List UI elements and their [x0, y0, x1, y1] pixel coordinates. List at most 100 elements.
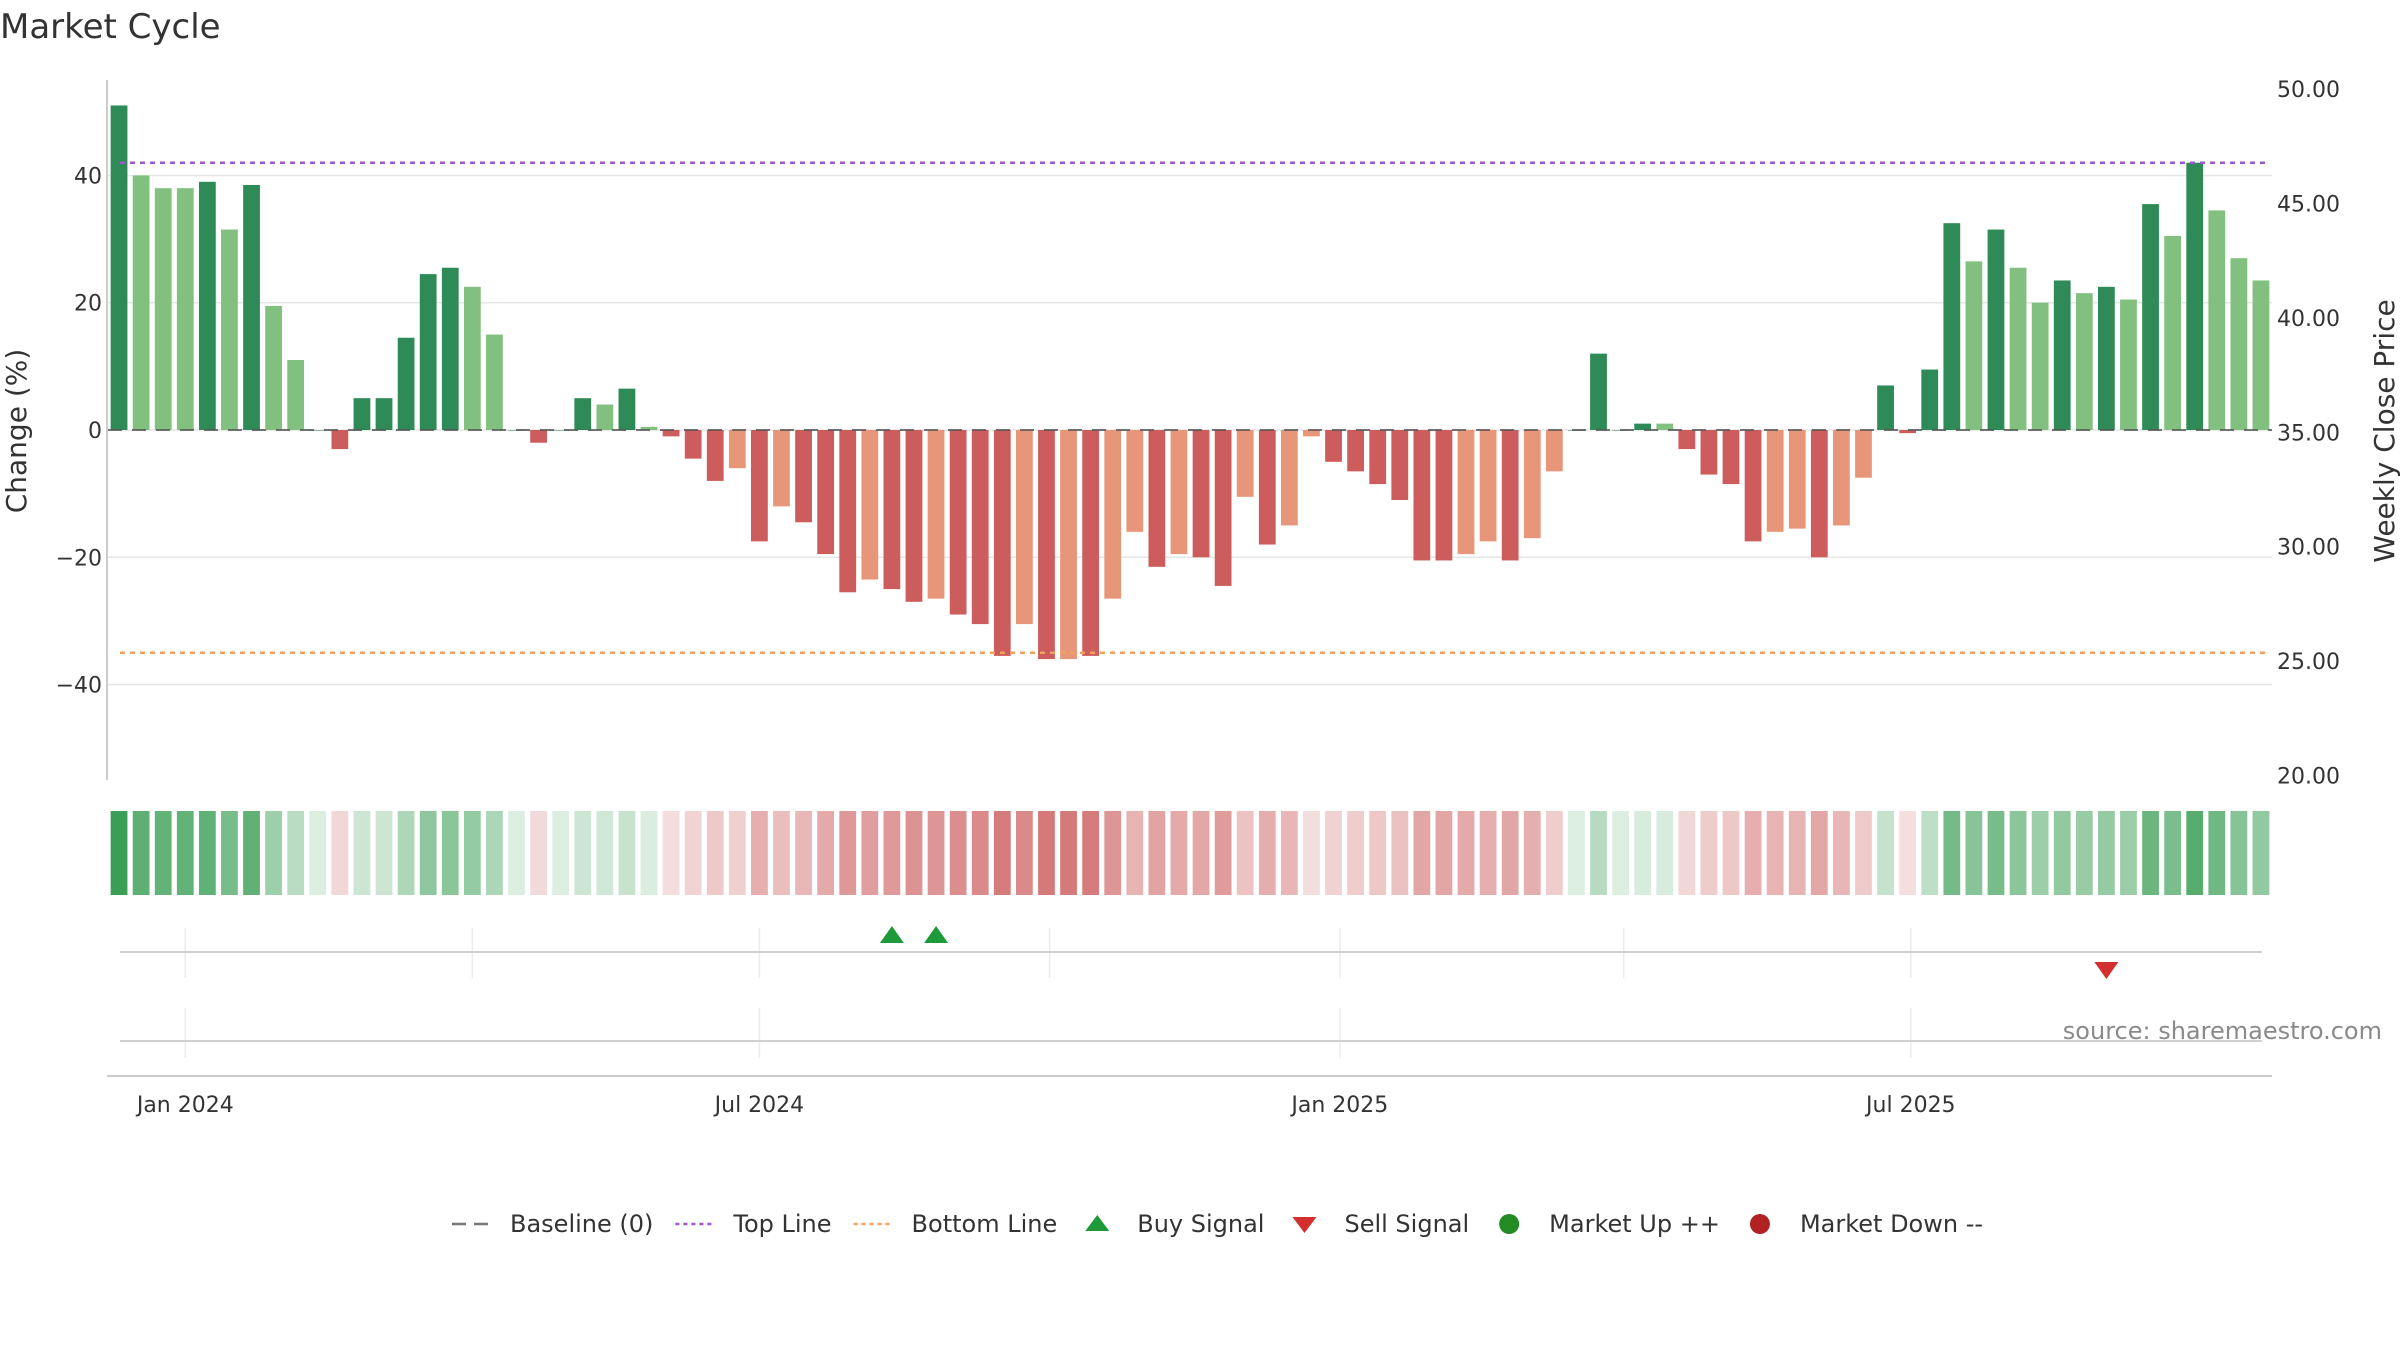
heat-cell [1148, 811, 1166, 895]
data-bar [2142, 204, 2159, 430]
heat-cell [1038, 811, 1055, 895]
heat-cell [2053, 811, 2071, 895]
legend-label: Sell Signal [1344, 1210, 1469, 1238]
heat-cell [1479, 811, 1497, 895]
heat-cell [1214, 811, 1232, 895]
data-bar [1038, 430, 1055, 660]
data-bar [419, 274, 437, 430]
data-bar [1766, 430, 1784, 532]
heat-cell [1700, 811, 1718, 895]
x-tick-label: Jan 2024 [135, 1093, 234, 1118]
heat-cell [552, 811, 570, 895]
heat-cell [1921, 811, 1939, 895]
heat-cell [353, 811, 371, 895]
data-bar [1126, 430, 1144, 532]
heat-cell [1104, 811, 1122, 895]
data-bar [1943, 223, 1961, 430]
heat-cell [1965, 811, 1983, 895]
heat-cell [1325, 811, 1342, 895]
heat-cell [508, 811, 525, 895]
heat-cell [1413, 811, 1431, 895]
heat-cell [2075, 811, 2093, 895]
data-bar [1722, 430, 1740, 485]
heat-cell [574, 811, 592, 895]
legend-label: Baseline (0) [510, 1210, 653, 1238]
data-bar [221, 229, 238, 430]
reference-lines-layer [108, 161, 2272, 654]
heat-cell [817, 811, 835, 895]
heat-cell [728, 811, 746, 895]
legend-swatch [1749, 1214, 1770, 1234]
data-bar [1303, 430, 1320, 437]
heat-cell [1258, 811, 1276, 895]
heat-cell [1435, 811, 1453, 895]
heat-cell [1612, 811, 1629, 895]
data-bar [265, 305, 283, 430]
heat-cell [2186, 811, 2204, 895]
data-bar [1590, 353, 1607, 430]
y-tick-label: 20 [74, 292, 102, 317]
data-bar [1656, 423, 1674, 430]
heat-cell [1523, 811, 1541, 895]
heat-cell [839, 811, 857, 895]
heat-cell [2120, 811, 2137, 895]
heat-cell [1656, 811, 1674, 895]
x-tick-label: Jan 2025 [1289, 1093, 1388, 1118]
heat-cell [486, 811, 503, 895]
heat-cell [1280, 811, 1298, 895]
heat-cell [176, 811, 194, 895]
heat-cell [1347, 811, 1365, 895]
data-bar [2075, 293, 2093, 430]
data-bar [993, 430, 1011, 656]
data-bar [1258, 430, 1276, 545]
data-bar [640, 426, 658, 430]
heat-cell [1943, 811, 1961, 895]
x-axis-layer: Jan 2024 Jul 2024 Jan 2025 Jul 2025 [107, 1075, 2272, 1118]
data-bar [198, 181, 216, 430]
heat-cell [419, 811, 437, 895]
heat-cell [949, 811, 967, 895]
data-bar [243, 185, 260, 430]
heat-cell [1545, 811, 1563, 895]
heat-cell [1568, 811, 1585, 895]
data-bar [1855, 430, 1872, 478]
data-bar [795, 430, 812, 523]
heat-cell [662, 811, 680, 895]
y2-tick-label: 35.00 [2277, 421, 2340, 446]
data-bar [1148, 430, 1166, 567]
data-bar [1678, 430, 1696, 450]
heat-cell [971, 811, 989, 895]
legend-swatch [1499, 1214, 1520, 1234]
x-tick-label: Jul 2025 [1864, 1093, 1956, 1118]
y2-tick-label: 40.00 [2277, 307, 2340, 332]
data-bar [971, 430, 989, 625]
data-bar [905, 430, 923, 602]
heat-cell [1391, 811, 1409, 895]
heat-cell [618, 811, 636, 895]
y2-tick-label: 45.00 [2277, 193, 2340, 218]
heat-cell [1457, 811, 1475, 895]
heat-cell [309, 811, 327, 895]
data-bar [861, 430, 879, 580]
legend-item: Sell Signal [1292, 1210, 1469, 1238]
data-bar [552, 430, 570, 431]
data-bar [176, 188, 194, 430]
heat-cell [1634, 811, 1652, 895]
y-axis-title: Change (%) [0, 349, 33, 514]
heat-cell [1060, 811, 1077, 895]
data-bar [596, 404, 614, 430]
buy-signal-marker [924, 926, 949, 943]
heat-cell [1170, 811, 1188, 895]
data-bar [1082, 430, 1100, 656]
data-bar [2252, 280, 2270, 430]
legend-label: Bottom Line [912, 1210, 1058, 1238]
y2-tick-label: 25.00 [2277, 650, 2340, 675]
data-bar [1700, 430, 1718, 475]
data-bar [1965, 261, 1983, 430]
bars-layer [110, 105, 2270, 660]
data-bar [1501, 430, 1519, 561]
heat-cell [1501, 811, 1519, 895]
heat-cell [883, 811, 901, 895]
